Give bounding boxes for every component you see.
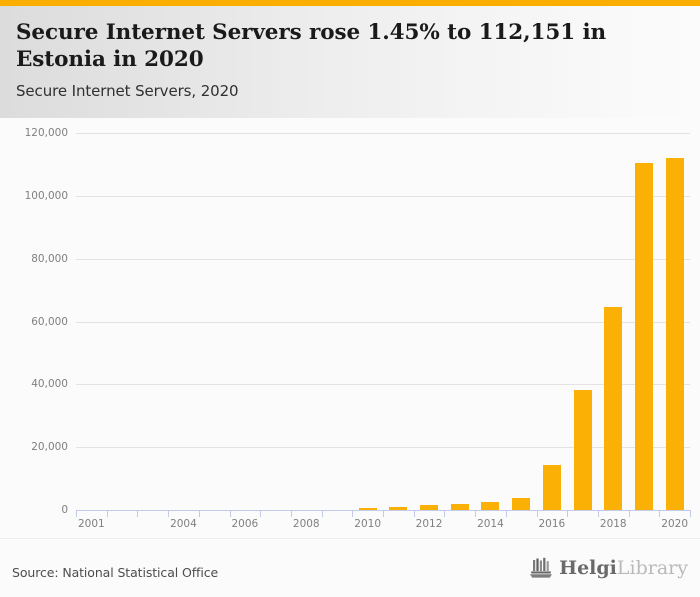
y-axis-tick-label: 120,000 — [24, 127, 68, 139]
plot-area — [76, 133, 690, 510]
x-axis-tick-label: 2008 — [292, 518, 320, 530]
x-axis-tick-label: 2006 — [231, 518, 259, 530]
chart-subtitle: Secure Internet Servers, 2020 — [16, 82, 239, 100]
y-axis-tick-label: 40,000 — [31, 378, 68, 391]
bar-2018[interactable] — [604, 307, 623, 510]
gridline — [76, 133, 690, 134]
bar-2012[interactable] — [420, 505, 439, 510]
x-axis-tick-label: 2004 — [170, 518, 197, 530]
x-axis-tick — [444, 510, 446, 517]
bar-2013[interactable] — [450, 503, 469, 510]
bar-2015[interactable] — [512, 497, 531, 510]
x-axis-tick — [137, 510, 139, 517]
x-axis-tick-label: 2016 — [538, 518, 566, 530]
gridline — [76, 447, 690, 449]
bar-2011[interactable] — [389, 506, 408, 510]
x-axis-tick — [229, 510, 231, 517]
x-axis-tick-label: 2014 — [477, 518, 504, 530]
x-axis-tick-label: 2010 — [354, 518, 382, 530]
gridline — [76, 195, 690, 197]
x-axis-tick — [505, 510, 507, 517]
gridline — [76, 384, 690, 386]
x-axis-tick-label: 2018 — [599, 518, 627, 530]
bar-2010[interactable] — [358, 508, 377, 510]
chart-plot-region: 0 20,000 40,000 60,000 80,000 100,000 120,000 2… — [0, 118, 700, 538]
x-axis-tick — [475, 510, 477, 517]
y-axis-tick-label: 80,000 — [31, 252, 68, 265]
gridline — [76, 321, 690, 323]
x-axis-tick — [536, 510, 538, 517]
gridline — [76, 258, 690, 260]
page-title: Secure Internet Servers rose 1.45% to 11… — [16, 20, 607, 72]
x-axis-tick — [76, 510, 77, 517]
y-axis-tick-label: 60,000 — [31, 315, 68, 328]
chart-footer: Source: National Statistical Office Helg… — [0, 538, 700, 597]
logo-library-text: Library — [616, 557, 688, 579]
bar-2016[interactable] — [542, 465, 561, 510]
bar-2014[interactable] — [481, 501, 500, 510]
y-axis-tick-label: 0 — [61, 504, 68, 516]
x-axis-tick — [198, 510, 200, 517]
x-axis-tick — [567, 510, 569, 517]
x-axis-tick — [168, 510, 170, 517]
x-axis-tick — [413, 510, 415, 517]
y-axis-tick-label: 100,000 — [24, 189, 68, 202]
top-accent-bar — [0, 0, 700, 6]
library-building-icon — [530, 557, 553, 578]
x-axis-tick — [597, 510, 599, 517]
bar-2019[interactable] — [634, 163, 653, 510]
bar-2017[interactable] — [573, 390, 592, 510]
x-axis-tick — [383, 510, 384, 517]
x-axis-tick-label: 2001 — [77, 518, 105, 530]
x-axis-tick — [290, 510, 292, 517]
helgi-library-logo[interactable]: HelgiLibrary — [529, 557, 688, 579]
y-axis-tick-label: 20,000 — [31, 441, 68, 454]
x-axis-tick — [106, 510, 108, 517]
x-axis-tick-label: 2020 — [661, 518, 689, 530]
logo-helgi-text: Helgi — [559, 557, 617, 579]
x-axis-tick — [690, 510, 691, 517]
x-axis-tick-label: 2012 — [415, 518, 443, 530]
bar-2020[interactable] — [665, 157, 684, 510]
x-axis-tick — [321, 510, 323, 517]
x-axis-tick — [260, 510, 262, 517]
x-axis-tick — [659, 510, 661, 517]
logo-wordmark: HelgiLibrary — [559, 557, 688, 579]
x-axis-tick — [352, 510, 354, 517]
chart-header: Secure Internet Servers rose 1.45% to 11… — [0, 6, 700, 118]
x-axis-tick — [628, 510, 630, 517]
source-note: Source: National Statistical Office — [12, 565, 219, 580]
